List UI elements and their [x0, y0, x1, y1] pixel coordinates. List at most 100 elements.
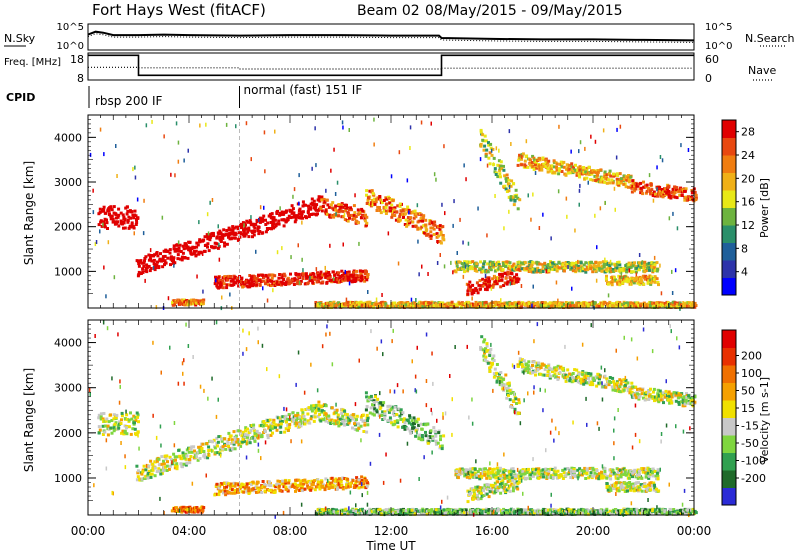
data-cell	[275, 212, 279, 215]
data-cell	[181, 465, 184, 469]
data-cell	[489, 347, 493, 351]
data-cell	[99, 229, 101, 234]
data-cell	[440, 444, 444, 448]
data-cell	[542, 305, 546, 309]
data-cell	[293, 187, 296, 192]
data-cell	[277, 484, 281, 488]
data-cell	[318, 487, 322, 491]
data-cell	[406, 216, 410, 219]
data-cell	[416, 303, 420, 307]
data-cell	[385, 197, 389, 201]
data-cell	[629, 301, 633, 305]
data-cell	[530, 160, 534, 164]
data-cell	[309, 274, 312, 278]
data-cell	[215, 278, 217, 283]
data-cell	[541, 301, 545, 305]
data-cell	[499, 181, 503, 185]
data-cell	[315, 267, 318, 272]
data-cell	[353, 422, 356, 426]
data-cell	[590, 134, 592, 139]
data-cell	[311, 483, 315, 486]
data-cell	[250, 157, 252, 162]
data-cell	[365, 215, 369, 219]
data-cell	[561, 302, 564, 306]
data-cell	[102, 209, 106, 213]
data-cell	[481, 138, 485, 142]
data-cell	[134, 175, 137, 180]
frequency-left-tick-top: 18	[70, 53, 84, 66]
data-cell	[365, 484, 369, 488]
data-cell	[294, 424, 298, 428]
data-cell	[586, 265, 588, 270]
data-cell	[479, 287, 482, 291]
data-cell	[361, 413, 365, 417]
data-cell	[655, 269, 659, 273]
data-cell	[643, 263, 647, 267]
noise-panel: N.Sky 10^5 10^0 10^5 10^0 N.Search	[4, 22, 795, 52]
data-cell	[167, 296, 170, 301]
data-cell	[411, 426, 415, 430]
data-cell	[243, 440, 247, 444]
data-cell	[245, 284, 249, 288]
data-cell	[317, 305, 321, 309]
data-cell	[625, 178, 629, 182]
data-cell	[403, 427, 407, 431]
data-cell	[550, 164, 554, 168]
data-cell	[398, 204, 402, 208]
data-cell	[604, 257, 606, 262]
data-cell	[102, 222, 106, 226]
data-cell	[574, 303, 578, 307]
data-cell	[103, 265, 105, 270]
data-cell	[323, 305, 327, 308]
data-cell	[271, 282, 275, 286]
data-cell	[116, 215, 120, 219]
data-cell	[504, 276, 508, 280]
data-cell	[609, 174, 613, 178]
data-cell	[270, 279, 273, 283]
data-cell	[370, 189, 374, 193]
data-cell	[114, 416, 118, 419]
data-cell	[99, 127, 102, 132]
data-cell	[570, 168, 574, 172]
frequency-left-tick-bottom: 8	[77, 72, 84, 85]
data-cell	[616, 279, 620, 283]
data-cell	[396, 217, 400, 221]
data-cell	[295, 418, 298, 422]
data-cell	[266, 433, 270, 437]
data-cell	[497, 159, 501, 163]
data-cell	[264, 429, 267, 433]
data-cell	[597, 264, 601, 268]
data-cell	[163, 134, 165, 139]
data-cell	[253, 433, 257, 437]
data-cell	[211, 440, 215, 444]
data-cell	[162, 466, 166, 470]
data-cell	[120, 431, 123, 435]
data-cell	[334, 419, 338, 423]
data-cell	[402, 301, 406, 305]
data-cell	[219, 281, 223, 284]
data-cell	[651, 265, 655, 269]
data-cell	[497, 277, 501, 280]
data-cell	[217, 275, 221, 279]
data-cell	[223, 489, 227, 493]
data-cell	[484, 355, 488, 359]
data-cell	[649, 304, 652, 308]
data-cell	[419, 422, 423, 426]
data-cell	[614, 269, 618, 272]
data-cell	[337, 424, 341, 428]
data-cell	[555, 280, 558, 285]
data-cell	[344, 277, 348, 281]
data-cell	[643, 260, 647, 264]
data-cell	[650, 192, 654, 195]
data-cell	[585, 301, 589, 305]
data-cell	[426, 232, 430, 236]
ytick-label: 1000	[54, 472, 82, 485]
data-cell	[241, 430, 245, 434]
data-cell	[229, 434, 233, 438]
data-cell	[551, 304, 555, 308]
data-cell	[582, 170, 586, 174]
data-cell	[150, 472, 154, 476]
data-cell	[168, 464, 172, 468]
data-cell	[224, 444, 227, 447]
data-cell	[547, 305, 551, 309]
